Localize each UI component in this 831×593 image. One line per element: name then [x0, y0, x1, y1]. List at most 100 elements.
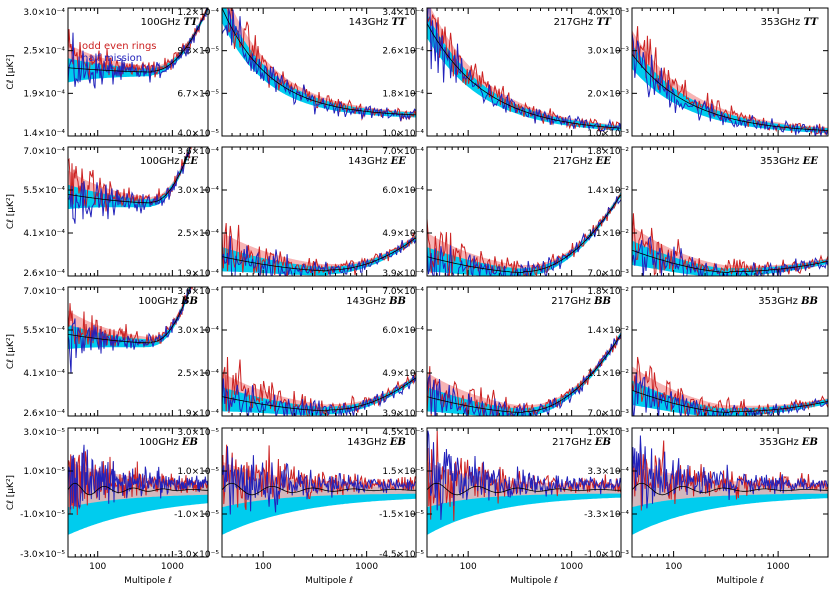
- model-curve: [222, 377, 416, 412]
- y-tick-label: 5.5×10⁻⁴: [23, 326, 65, 336]
- y-tick-label: -1.0×10⁻⁵: [20, 510, 65, 520]
- y-tick-label: 2.6×10⁻⁴: [382, 47, 424, 57]
- x-tick-label: 1000: [560, 562, 583, 572]
- y-tick-label: 5.5×10⁻⁴: [23, 186, 65, 196]
- y-tick-label: -1.5×10⁻⁵: [379, 510, 424, 520]
- y-tick-label: 6.7×10⁻⁵: [177, 89, 219, 99]
- panel-100GHz-EB: 3.0×10⁻⁵ 1.0×10⁻⁵ -1.0×10⁻⁵ -3.0×10⁻⁵ 100 100…: [6, 427, 209, 586]
- model-curve: [68, 8, 208, 73]
- y-tick-label: 7.0×10⁻³: [587, 409, 629, 419]
- panel-217GHz-EB: 4.5×10⁻⁵ 1.5×10⁻⁵ -1.5×10⁻⁵ -4.5×10⁻⁵ 100 100…: [379, 427, 622, 586]
- x-tick-label: 1000: [767, 562, 790, 572]
- model-curve: [222, 237, 416, 272]
- model-curve: [427, 23, 621, 129]
- model-curve: [427, 194, 621, 273]
- model-curve: [427, 482, 621, 496]
- x-axis-label: Multipole ℓ: [124, 576, 172, 586]
- y-tick-label: -3.0×10⁻⁵: [174, 550, 219, 560]
- y-tick-label: 1.0×10⁻⁵: [23, 467, 65, 477]
- y-tick-label: -4.5×10⁻⁵: [379, 550, 424, 560]
- model-curve: [632, 389, 828, 413]
- y-tick-label: 1.0×10⁻⁴: [382, 129, 424, 139]
- y-tick-label: 2.6×10⁻⁴: [23, 269, 65, 279]
- y-tick-label: 2.0×10⁻³: [587, 89, 629, 99]
- y-tick-label: 1.9×10⁻⁴: [177, 269, 219, 279]
- panel-frame: [426, 286, 622, 417]
- panel-title: 353GHz EE: [760, 156, 818, 167]
- y-tick-label: 6.0×10⁻⁴: [382, 186, 424, 196]
- panel-100GHz-BB: 7.0×10⁻⁴ 5.5×10⁻⁴ 4.1×10⁻⁴ 2.6×10⁻⁴ 100GHz B…: [6, 286, 209, 419]
- odd-even-curve: [632, 26, 828, 136]
- y-tick-label: 3.0×10⁻⁵: [177, 428, 219, 438]
- half-mission-curve: [632, 235, 828, 276]
- y-axis-label: Cℓ [μK²]: [6, 475, 16, 510]
- odd-even-curve: [222, 223, 416, 276]
- panel-353GHz-BB: 1.8×10⁻² 1.4×10⁻² 1.1×10⁻² 7.0×10⁻³ 353GHz B…: [587, 286, 829, 419]
- panel-frame: [631, 146, 829, 277]
- panel-title: 217GHz EE: [553, 156, 611, 167]
- y-tick-label: 3.3×10⁻⁴: [587, 467, 629, 477]
- y-tick-label: 1.9×10⁻⁴: [23, 89, 65, 99]
- panel-frame: [426, 427, 622, 558]
- half-mission-band: [427, 191, 621, 276]
- half-mission-curve: [427, 332, 621, 416]
- panel-353GHz-TT: 4.0×10⁻³ 3.0×10⁻³ 2.0×10⁻³ 1.0×10⁻³ 353GHz T…: [587, 7, 829, 139]
- y-tick-label: 7.0×10⁻⁴: [382, 287, 424, 297]
- panel-title: 143GHz EE: [348, 156, 406, 167]
- y-tick-label: 7.0×10⁻³: [587, 269, 629, 279]
- y-tick-label: -3.3×10⁻⁴: [584, 510, 629, 520]
- y-tick-label: 6.0×10⁻⁴: [382, 326, 424, 336]
- half-mission-curve: [222, 374, 416, 416]
- panel-frame: [67, 286, 209, 417]
- half-mission-band: [68, 287, 192, 350]
- half-mission-curve: [632, 33, 828, 136]
- y-tick-label: 1.1×10⁻²: [587, 229, 629, 239]
- y-tick-label: 4.5×10⁻⁵: [382, 428, 424, 438]
- y-tick-label: 4.9×10⁻⁴: [382, 369, 424, 379]
- y-tick-label: -1.0×10⁻³: [584, 550, 629, 560]
- half-mission-band: [222, 8, 416, 118]
- y-tick-label: 2.5×10⁻⁴: [23, 47, 65, 57]
- y-tick-label: 7.0×10⁻⁴: [382, 147, 424, 157]
- x-tick-label: 100: [460, 562, 477, 572]
- model-curve: [68, 287, 191, 344]
- panel-title: 353GHz BB: [758, 296, 818, 307]
- y-tick-label: 1.9×10⁻⁴: [177, 409, 219, 419]
- panel-143GHz-BB: 3.6×10⁻⁴ 3.0×10⁻⁴ 2.5×10⁻⁴ 1.9×10⁻⁴ 143GHz B…: [177, 286, 417, 419]
- panel-143GHz-EB: 3.0×10⁻⁵ 1.0×10⁻⁵ -1.0×10⁻⁵ -3.0×10⁻⁵ 100 100…: [174, 427, 417, 586]
- y-tick-label: 3.6×10⁻⁴: [177, 287, 219, 297]
- y-axis-label: Cℓ [μK²]: [6, 194, 16, 229]
- panel-title: 143GHz EB: [347, 437, 406, 448]
- half-mission-curve: [427, 430, 621, 520]
- y-tick-label: 3.0×10⁻³: [587, 47, 629, 57]
- y-tick-label: 1.8×10⁻²: [587, 287, 629, 297]
- panel-100GHz-EE: 7.0×10⁻⁴ 5.5×10⁻⁴ 4.1×10⁻⁴ 2.6×10⁻⁴ 100GHz E…: [6, 146, 209, 279]
- y-tick-label: 4.1×10⁻⁴: [23, 369, 65, 379]
- y-tick-label: 3.0×10⁻⁴: [23, 8, 65, 18]
- y-tick-label: 3.9×10⁻⁴: [382, 269, 424, 279]
- y-tick-label: 3.4×10⁻⁴: [382, 8, 424, 18]
- panel-title: 217GHz BB: [551, 296, 611, 307]
- y-tick-label: 1.4×10⁻²: [587, 326, 629, 336]
- x-axis-label: Multipole ℓ: [510, 576, 558, 586]
- model-curve: [632, 482, 828, 496]
- panel-title: 217GHz TT: [554, 17, 613, 28]
- panel-353GHz-EB: 1.0×10⁻³ 3.3×10⁻⁴ -3.3×10⁻⁴ -1.0×10⁻³ 100 100…: [584, 427, 829, 586]
- half-mission-curve: [222, 446, 416, 515]
- legend-item: odd even rings: [82, 41, 157, 52]
- half-mission-curve: [68, 287, 192, 374]
- panel-title: 100GHz EB: [139, 437, 198, 448]
- panel-title: 100GHz BB: [138, 296, 198, 307]
- half-mission-band: [427, 13, 621, 131]
- y-tick-label: 1.0×10⁻³: [587, 428, 629, 438]
- y-tick-label: -3.0×10⁻⁵: [20, 550, 65, 560]
- y-tick-label: 9.3×10⁻⁵: [177, 47, 219, 57]
- panel-frame: [426, 7, 622, 137]
- half-mission-curve: [632, 372, 828, 416]
- y-tick-label: 1.2×10⁻⁴: [177, 8, 219, 18]
- panel-217GHz-BB: 7.0×10⁻⁴ 6.0×10⁻⁴ 4.9×10⁻⁴ 3.9×10⁻⁴ 217GHz B…: [382, 286, 622, 419]
- model-curve: [68, 147, 191, 204]
- panel-title: 100GHz TT: [141, 17, 200, 28]
- panel-frame: [221, 427, 417, 558]
